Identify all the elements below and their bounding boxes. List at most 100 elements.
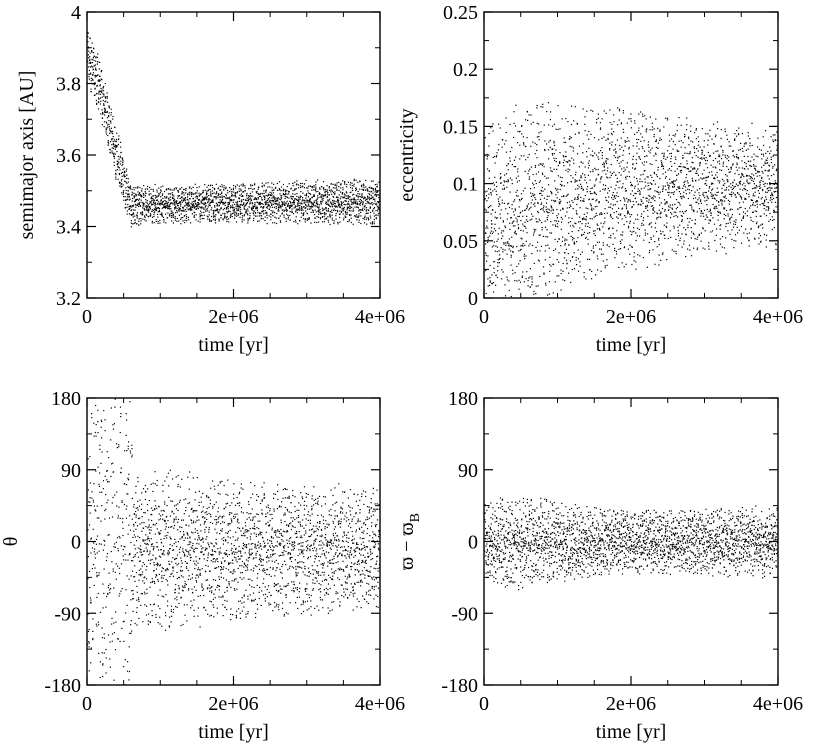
- data-point: [650, 197, 652, 199]
- data-point: [236, 215, 238, 217]
- data-point: [335, 218, 337, 220]
- data-point: [517, 224, 519, 226]
- data-point: [296, 198, 298, 200]
- data-point: [702, 192, 704, 194]
- data-point: [632, 145, 634, 147]
- data-point: [166, 188, 168, 190]
- data-point: [158, 187, 160, 189]
- data-point: [592, 171, 594, 173]
- data-point: [212, 199, 214, 201]
- data-point: [674, 156, 676, 158]
- data-point: [368, 196, 370, 198]
- data-point: [328, 204, 330, 207]
- data-point: [566, 211, 568, 213]
- data-point: [592, 198, 594, 200]
- data-point: [690, 125, 692, 127]
- data-point: [341, 209, 343, 211]
- data-point: [188, 201, 190, 203]
- data-point: [641, 222, 643, 224]
- data-point: [662, 187, 664, 189]
- data-point: [297, 199, 299, 201]
- data-point: [197, 208, 199, 210]
- data-point: [148, 211, 150, 213]
- data-point: [350, 203, 352, 205]
- data-point: [352, 223, 354, 225]
- data-point: [218, 204, 221, 206]
- data-point: [634, 133, 636, 135]
- data-point: [585, 236, 587, 238]
- data-point: [199, 214, 201, 216]
- data-point: [728, 156, 730, 158]
- data-point: [304, 218, 307, 220]
- data-point: [240, 184, 242, 186]
- data-point: [554, 248, 557, 250]
- data-point: [306, 218, 308, 220]
- data-point: [247, 208, 249, 210]
- data-point: [499, 257, 501, 259]
- data-point: [693, 147, 695, 149]
- data-point: [663, 224, 665, 226]
- data-point: [277, 207, 279, 209]
- data-point: [180, 223, 182, 225]
- data-point: [655, 140, 657, 142]
- data-point: [492, 190, 494, 192]
- data-point: [236, 204, 238, 206]
- data-point: [110, 108, 112, 110]
- data-point: [166, 204, 168, 206]
- data-point: [522, 243, 524, 245]
- data-point: [359, 195, 361, 198]
- data-point: [198, 194, 200, 196]
- data-point: [153, 215, 155, 218]
- data-point: [558, 275, 560, 277]
- data-point: [504, 174, 506, 176]
- data-point: [720, 137, 722, 139]
- data-point: [603, 223, 605, 225]
- data-point: [595, 169, 597, 171]
- data-point: [700, 202, 702, 204]
- data-point: [123, 189, 125, 192]
- data-point: [734, 138, 736, 140]
- data-point: [239, 194, 241, 196]
- data-point: [484, 137, 486, 139]
- data-point: [377, 201, 379, 203]
- data-point: [265, 190, 267, 192]
- data-point: [572, 224, 574, 226]
- data-point: [589, 179, 591, 181]
- data-point: [309, 200, 311, 202]
- data-point: [146, 200, 148, 202]
- data-point: [328, 203, 330, 205]
- data-point: [685, 229, 687, 231]
- data-point: [272, 192, 274, 194]
- data-point: [642, 147, 644, 149]
- data-point: [528, 170, 530, 172]
- data-point: [339, 205, 341, 207]
- data-point: [643, 217, 645, 219]
- data-point: [625, 216, 627, 218]
- data-point: [591, 278, 593, 280]
- data-point: [181, 193, 183, 195]
- data-point: [135, 187, 137, 189]
- data-point: [116, 145, 118, 147]
- data-point: [331, 214, 333, 216]
- data-point: [338, 199, 340, 201]
- data-point: [373, 208, 375, 210]
- data-point: [619, 180, 621, 182]
- data-point: [217, 187, 219, 189]
- data-point: [340, 187, 342, 189]
- data-point: [611, 123, 613, 125]
- data-point: [687, 182, 689, 184]
- data-point: [342, 213, 344, 215]
- data-point: [357, 207, 359, 209]
- data-point: [674, 203, 676, 205]
- data-point: [600, 177, 602, 179]
- data-point: [670, 152, 672, 154]
- data-point: [639, 193, 641, 195]
- data-point: [678, 187, 680, 189]
- data-point: [338, 206, 340, 208]
- data-point: [337, 211, 339, 213]
- data-point: [639, 181, 641, 183]
- data-point: [368, 202, 370, 204]
- data-point: [734, 223, 737, 226]
- data-point: [556, 168, 558, 170]
- data-point: [690, 255, 693, 257]
